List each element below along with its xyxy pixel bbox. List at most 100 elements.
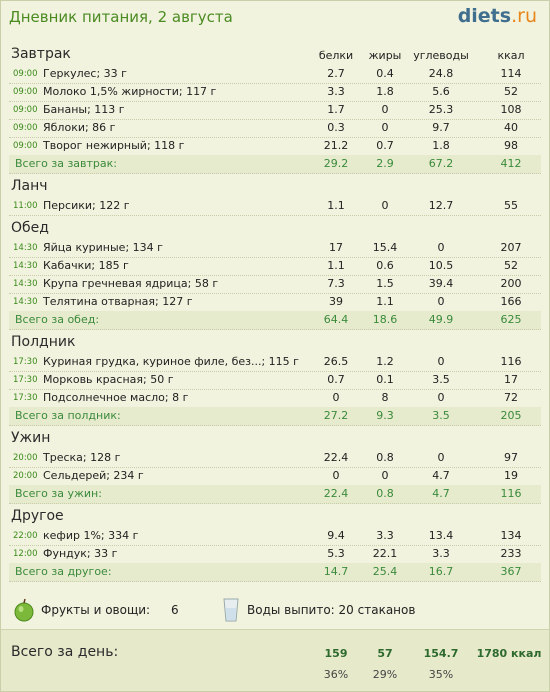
nutrient-value: 14.7 [323, 565, 349, 578]
nutrient-value: 233 [500, 547, 522, 560]
nutrient-value: 1.7 [327, 103, 345, 116]
glass-icon [223, 598, 239, 622]
nutrient-value: 10.5 [428, 259, 454, 272]
meal-time: 09:00 [13, 123, 38, 133]
nutrient-value: 9.4 [327, 529, 345, 542]
day-total-percent: 35% [428, 668, 454, 681]
food-row: 09:00 Творог нежирный; 118 г 21.2 0.7 1.8 98 [9, 137, 541, 156]
nutrient-value: 0 [381, 469, 389, 482]
meal-time: 09:00 [13, 87, 38, 97]
nutrient-value: 26.5 [323, 355, 349, 368]
column-header: жиры [368, 49, 402, 62]
nutrient-value: 18.6 [372, 313, 398, 326]
day-total-value: 154.7 [423, 647, 459, 660]
column-header: белки [318, 49, 354, 62]
nutrient-value: 4.7 [432, 487, 450, 500]
total-row: Всего за другое: 14.7 25.4 16.7 367 [9, 563, 541, 582]
nutrient-value: 1.1 [376, 295, 394, 308]
section-title: Завтрак [11, 46, 71, 62]
meal-time: 17:30 [13, 375, 38, 385]
food-row: 14:30 Крупа гречневая ядрица; 58 г 7.3 1.5 3… [9, 275, 541, 294]
nutrient-value: 114 [500, 67, 522, 80]
nutrient-value: 108 [500, 103, 522, 116]
nutrient-value: 0.1 [376, 373, 394, 386]
meal-time: 14:30 [13, 243, 38, 253]
meal-time: 09:00 [13, 141, 38, 151]
nutrient-value: 19 [504, 469, 518, 482]
nutrient-value: 1.8 [376, 85, 394, 98]
nutrient-value: 0 [332, 391, 340, 404]
total-row: Всего за завтрак: 29.2 2.9 67.2 412 [9, 155, 541, 174]
column-header: ккал [497, 49, 525, 62]
food-name: кефир 1%; 334 г [43, 529, 139, 542]
page-title: Дневник питания, 2 августа [9, 8, 233, 26]
meal-time: 20:00 [13, 471, 38, 481]
meal-time: 17:30 [13, 357, 38, 367]
nutrient-value: 52 [504, 85, 518, 98]
food-name: Молоко 1,5% жирности; 117 г [43, 85, 217, 98]
meal-time: 09:00 [13, 69, 38, 79]
section-title: Другое [11, 508, 64, 524]
nutrient-value: 0.3 [327, 121, 345, 134]
nutrient-value: 52 [504, 259, 518, 272]
nutrient-value: 21.2 [323, 139, 349, 152]
nutrient-value: 98 [504, 139, 518, 152]
logo-domain: .ru [511, 5, 537, 27]
nutrient-value: 49.9 [428, 313, 454, 326]
nutrient-value: 0.8 [376, 451, 394, 464]
day-total-percent: 36% [323, 668, 349, 681]
food-row: 09:00 Бананы; 113 г 1.7 0 25.3 108 [9, 101, 541, 120]
food-name: Яйца куриные; 134 г [43, 241, 163, 254]
food-name: Телятина отварная; 127 г [43, 295, 193, 308]
day-total: Всего за день: 159 57 154.7 1780 ккал 36% 29%… [1, 629, 549, 691]
water-label: Воды выпито: 20 стаканов [247, 603, 416, 617]
nutrient-value: 0 [437, 295, 445, 308]
food-row: 17:30 Подсолнечное масло; 8 г 0 8 0 72 [9, 389, 541, 408]
food-name: Бананы; 113 г [43, 103, 125, 116]
nutrient-value: 16.7 [428, 565, 454, 578]
nutrient-value: 29.2 [323, 157, 349, 170]
nutrient-value: 39 [329, 295, 343, 308]
nutrient-value: 134 [500, 529, 522, 542]
nutrient-value: 0 [381, 103, 389, 116]
nutrient-value: 0.4 [376, 67, 394, 80]
nutrient-value: 367 [500, 565, 522, 578]
food-row: 20:00 Треска; 128 г 22.4 0.8 0 97 [9, 449, 541, 468]
food-row: 09:00 Молоко 1,5% жирности; 117 г 3.3 1.8 5.… [9, 83, 541, 102]
nutrient-value: 27.2 [323, 409, 349, 422]
food-name: Треска; 128 г [43, 451, 121, 464]
nutrient-value: 1.2 [376, 355, 394, 368]
food-name: Персики; 122 г [43, 199, 130, 212]
food-name: Геркулес; 33 г [43, 67, 127, 80]
nutrient-value: 5.6 [432, 85, 450, 98]
nutrient-value: 2.9 [376, 157, 394, 170]
nutrient-value: 0 [437, 391, 445, 404]
food-name: Подсолнечное масло; 8 г [43, 391, 189, 404]
nutrient-value: 17 [504, 373, 518, 386]
food-name: Куриная грудка, куриное филе, без...; 11… [43, 355, 299, 368]
logo-text: diets [457, 5, 512, 27]
nutrient-value: 55 [504, 199, 518, 212]
logo[interactable]: diets.ru [458, 5, 537, 27]
nutrient-value: 17 [329, 241, 343, 254]
nutrient-value: 25.4 [372, 565, 398, 578]
nutrient-value: 2.7 [327, 67, 345, 80]
total-row: Всего за полдник: 27.2 9.3 3.5 205 [9, 407, 541, 426]
day-total-value: 57 [377, 647, 393, 660]
food-name: Яблоки; 86 г [43, 121, 116, 134]
meal-time: 09:00 [13, 105, 38, 115]
meal-time: 14:30 [13, 261, 38, 271]
nutrient-value: 0.7 [376, 139, 394, 152]
nutrient-value: 207 [500, 241, 522, 254]
meal-time: 14:30 [13, 297, 38, 307]
nutrient-value: 0 [437, 451, 445, 464]
food-row: 09:00 Яблоки; 86 г 0.3 0 9.7 40 [9, 119, 541, 138]
section-title: Обед [11, 220, 49, 236]
total-label: Всего за ужин: [15, 487, 102, 500]
nutrient-value: 3.3 [327, 85, 345, 98]
nutrient-value: 1.1 [327, 259, 345, 272]
food-row: 14:30 Кабачки; 185 г 1.1 0.6 10.5 52 [9, 257, 541, 276]
day-total-kcal: 1780 ккал [476, 647, 542, 660]
nutrient-value: 0 [332, 469, 340, 482]
